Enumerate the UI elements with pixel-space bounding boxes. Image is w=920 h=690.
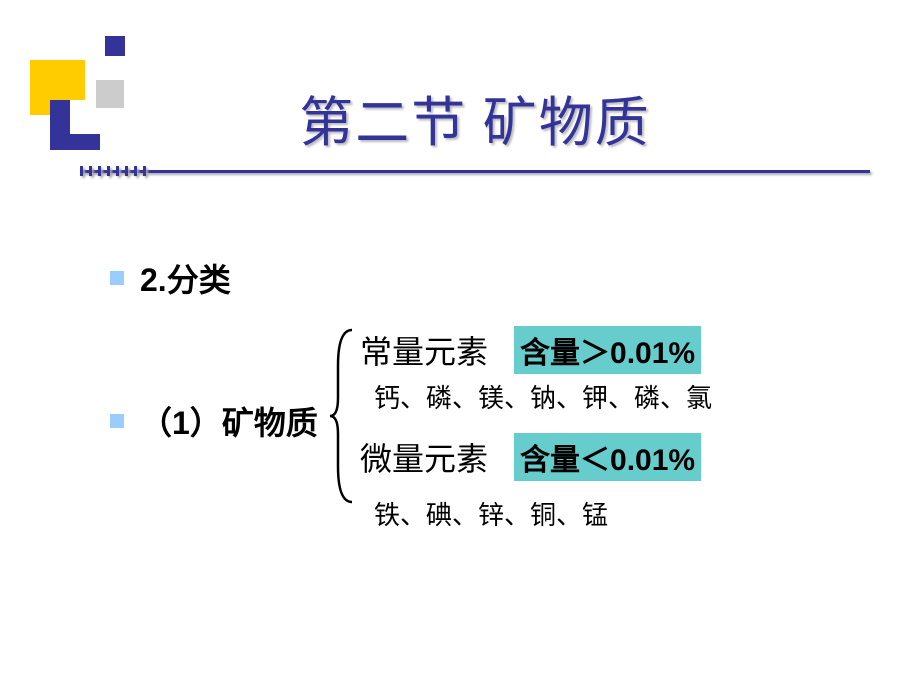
left-brace-icon (330, 326, 360, 506)
bullet-1-label: 分类 (167, 262, 231, 298)
bullet-2: （1）矿物质 (110, 398, 318, 444)
micro-elements: 铁、碘、锌、铜、锰 (374, 495, 712, 532)
bullet-square-icon (110, 271, 124, 285)
slide-title: 第二节 矿物质 (80, 78, 870, 157)
deco-square-blue-small (105, 36, 125, 56)
title-wrap: 第二节 矿物质 (80, 78, 870, 157)
macro-category: 常量元素 含量＞0.01% 钙、磷、镁、钠、钾、磷、氯 (340, 326, 712, 415)
bullet-2-number: （1） (140, 405, 222, 441)
bullet-1-text: 2.分类 (140, 255, 231, 301)
bullet-1: 2.分类 (110, 255, 880, 301)
micro-category: 微量元素 含量＜0.01% 铁、碘、锌、铜、锰 (340, 433, 712, 532)
slide: 第二节 矿物质 2.分类 （1）矿物质 常量元素 (0, 0, 920, 690)
bullet-2-label: 矿物质 (222, 405, 318, 441)
bullet-square-icon (110, 414, 124, 428)
title-underline (80, 170, 870, 173)
bullet-2-text: （1）矿物质 (140, 398, 318, 444)
macro-label: 常量元素 (360, 327, 488, 373)
bullet-1-number: 2. (140, 262, 167, 298)
brace-block: 常量元素 含量＞0.01% 钙、磷、镁、钠、钾、磷、氯 微量元素 含量＜0.01… (340, 326, 712, 550)
macro-elements: 钙、磷、镁、钠、钾、磷、氯 (374, 378, 712, 415)
micro-condition-prefix: 含量＜ (520, 444, 610, 477)
macro-condition: 含量＞0.01% (514, 326, 701, 374)
micro-label: 微量元素 (360, 434, 488, 480)
micro-condition: 含量＜0.01% (514, 433, 701, 481)
underline-ticks (80, 166, 152, 184)
macro-condition-prefix: 含量＞ (520, 337, 610, 370)
micro-condition-value: 0.01% (610, 444, 695, 477)
macro-condition-value: 0.01% (610, 337, 695, 370)
